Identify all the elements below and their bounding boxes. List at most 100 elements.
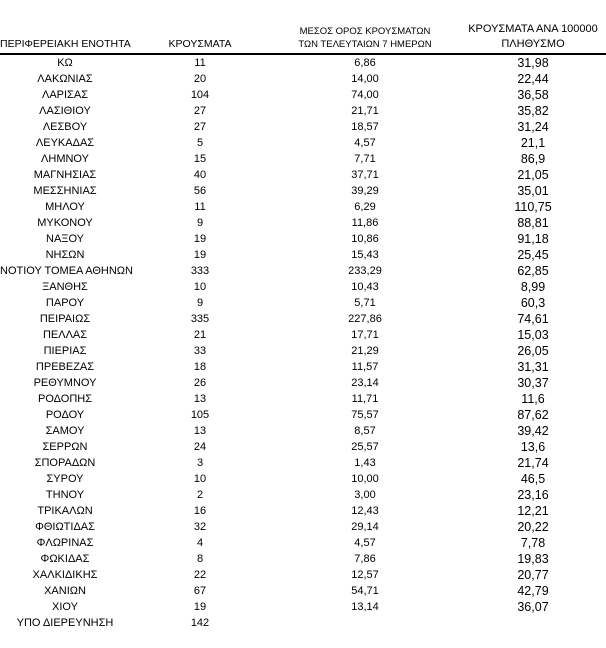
column-header-region: ΠΕΡΙΦΕΡΕΙΑΚΗ ΕΝΟΤΗΤΑ <box>0 17 131 55</box>
avg7-cell: 25,57 <box>351 441 379 453</box>
cases-cell: 9 <box>196 217 204 229</box>
cases-cell: 4 <box>196 537 204 549</box>
table-row: ΠΕΛΛΑΣ 21 17,71 15,03 <box>0 327 606 343</box>
per100k-cell: 36,07 <box>517 600 549 614</box>
table-row: ΝΑΞΟΥ 19 10,86 91,18 <box>0 231 606 247</box>
avg7-cell: 75,57 <box>351 409 379 421</box>
avg7-cell: 23,14 <box>351 377 379 389</box>
per100k-cell: 88,81 <box>517 216 549 230</box>
table-row: ΜΑΓΝΗΣΙΑΣ 40 37,71 21,05 <box>0 167 606 183</box>
cases-cell: 11 <box>194 57 206 69</box>
per100k-cell: 7,78 <box>520 536 546 550</box>
cases-cell: 19 <box>193 601 207 613</box>
avg7-cell: 12,57 <box>351 569 379 581</box>
avg7-cell: 37,71 <box>351 169 379 181</box>
column-header-per100k-line2: ΠΛΗΘΥΣΜΟ <box>501 37 565 50</box>
region-cell: ΜΥΚΟΝΟΥ <box>37 217 93 229</box>
cases-cell: 18 <box>193 361 207 373</box>
per100k-cell: 36,58 <box>517 88 549 102</box>
region-cell: ΝΗΣΩΝ <box>45 249 85 261</box>
column-header-avg7: ΜΕΣΟΣ ΟΡΟΣ ΚΡΟΥΣΜΑΤΩΝ ΤΩΝ ΤΕΛΕΥΤΑΙΩΝ 7 Η… <box>270 17 460 55</box>
avg7-cell: 1,43 <box>354 457 376 469</box>
avg7-cell: 5,71 <box>354 297 376 309</box>
per100k-cell: 26,05 <box>517 344 549 358</box>
per100k-cell: 110,75 <box>514 200 552 214</box>
cases-cell: 27 <box>193 105 207 117</box>
table-header: ΠΕΡΙΦΕΡΕΙΑΚΗ ΕΝΟΤΗΤΑ ΚΡΟΥΣΜΑΤΑ ΜΕΣΟΣ ΟΡΟ… <box>0 17 606 55</box>
region-cell: ΤΗΝΟΥ <box>45 489 85 501</box>
column-header-per100k: ΚΡΟΥΣΜΑΤΑ ΑΝΑ 100000 ΠΛΗΘΥΣΜΟ <box>460 17 606 55</box>
cases-cell: 9 <box>196 297 204 309</box>
column-header-cases: ΚΡΟΥΣΜΑΤΑ <box>130 17 270 55</box>
table-row: ΜΗΛΟΥ 11 6,29 110,75 <box>0 199 606 215</box>
region-cell: ΚΩ <box>57 57 73 69</box>
region-cell: ΠΕΙΡΑΙΩΣ <box>39 313 91 325</box>
avg7-cell: 4,57 <box>354 537 376 549</box>
region-cell: ΡΕΘΥΜΝΟΥ <box>33 377 97 389</box>
cases-cell: 3 <box>196 457 204 469</box>
table-row: ΜΥΚΟΝΟΥ 9 11,86 88,81 <box>0 215 606 231</box>
avg7-cell: 11,86 <box>351 217 379 229</box>
avg7-cell: 10,43 <box>351 281 379 293</box>
region-cell: ΛΑΚΩΝΙΑΣ <box>37 73 93 85</box>
cases-cell: 13 <box>193 393 207 405</box>
per100k-cell: 35,82 <box>517 104 549 118</box>
table-row: ΣΥΡΟΥ 10 10,00 46,5 <box>0 471 606 487</box>
table-row: ΛΗΜΝΟΥ 15 7,71 86,9 <box>0 151 606 167</box>
cases-cell: 16 <box>193 505 207 517</box>
region-cell: ΥΠΟ ΔΙΕΡΕΥΝΗΣΗ <box>16 617 114 629</box>
avg7-cell: 3,00 <box>354 489 376 501</box>
table-row: ΠΡΕΒΕΖΑΣ 18 11,57 31,31 <box>0 359 606 375</box>
avg7-cell: 7,86 <box>354 553 376 565</box>
table-row: ΚΩ 11 6,86 31,98 <box>0 54 606 71</box>
avg7-cell: 233,29 <box>348 265 382 277</box>
cases-cell: 10 <box>193 281 207 293</box>
per100k-cell: 39,42 <box>517 424 549 438</box>
table-row: ΧΑΝΙΩΝ 67 54,71 42,79 <box>0 583 606 599</box>
region-cell: ΧΙΟΥ <box>52 601 78 613</box>
cases-cell: 27 <box>193 121 207 133</box>
table-row: ΣΠΟΡΑΔΩΝ 3 1,43 21,74 <box>0 455 606 471</box>
avg7-cell: 8,57 <box>354 425 376 437</box>
per100k-cell: 31,98 <box>517 56 549 70</box>
region-cell: ΛΑΣΙΘΙΟΥ <box>39 105 91 117</box>
per100k-cell: 8,99 <box>520 280 546 294</box>
table-row: ΜΕΣΣΗΝΙΑΣ 56 39,29 35,01 <box>0 183 606 199</box>
per100k-cell: 91,18 <box>517 232 549 246</box>
region-cell: ΧΑΛΚΙΔΙΚΗΣ <box>32 569 98 581</box>
per100k-cell: 46,5 <box>520 472 546 486</box>
avg7-cell: 54,71 <box>351 585 379 597</box>
cases-cell: 8 <box>196 553 204 565</box>
avg7-cell: 29,14 <box>351 521 379 533</box>
cases-cell: 333 <box>190 265 210 277</box>
avg7-cell: 227,86 <box>348 313 382 325</box>
avg7-cell: 21,29 <box>351 345 379 357</box>
region-cell: ΠΙΕΡΙΑΣ <box>43 345 87 357</box>
cases-cell: 13 <box>193 425 207 437</box>
column-header-avg7-line1: ΜΕΣΟΣ ΟΡΟΣ ΚΡΟΥΣΜΑΤΩΝ <box>299 26 431 37</box>
cases-cell: 10 <box>193 473 207 485</box>
cases-cell: 24 <box>193 441 207 453</box>
avg7-cell <box>270 615 460 631</box>
avg7-cell: 12,43 <box>351 505 379 517</box>
cases-cell: 20 <box>193 73 207 85</box>
region-cell: ΦΩΚΙΔΑΣ <box>40 553 90 565</box>
per100k-cell: 31,31 <box>517 360 549 374</box>
avg7-cell: 6,86 <box>354 57 376 69</box>
column-header-per100k-line1: ΚΡΟΥΣΜΑΤΑ ΑΝΑ 100000 <box>468 23 598 35</box>
per100k-cell: 25,45 <box>517 248 549 262</box>
table-row: ΝΟΤΙΟΥ ΤΟΜΕΑ ΑΘΗΝΩΝ 333 233,29 62,85 <box>0 263 606 279</box>
table-row: ΛΕΣΒΟΥ 27 18,57 31,24 <box>0 119 606 135</box>
region-cell: ΣΥΡΟΥ <box>46 473 84 485</box>
cases-cell: 26 <box>193 377 207 389</box>
table-row: ΥΠΟ ΔΙΕΡΕΥΝΗΣΗ 142 <box>0 615 606 631</box>
region-cell: ΜΗΛΟΥ <box>45 201 85 213</box>
table-row: ΣΑΜΟΥ 13 8,57 39,42 <box>0 423 606 439</box>
region-cell: ΜΕΣΣΗΝΙΑΣ <box>33 185 97 197</box>
avg7-cell: 14,00 <box>351 73 379 85</box>
avg7-cell: 4,57 <box>354 137 376 149</box>
table-row: ΛΑΡΙΣΑΣ 104 74,00 36,58 <box>0 87 606 103</box>
per100k-cell: 11,6 <box>521 392 545 406</box>
per100k-cell: 21,1 <box>520 136 546 150</box>
